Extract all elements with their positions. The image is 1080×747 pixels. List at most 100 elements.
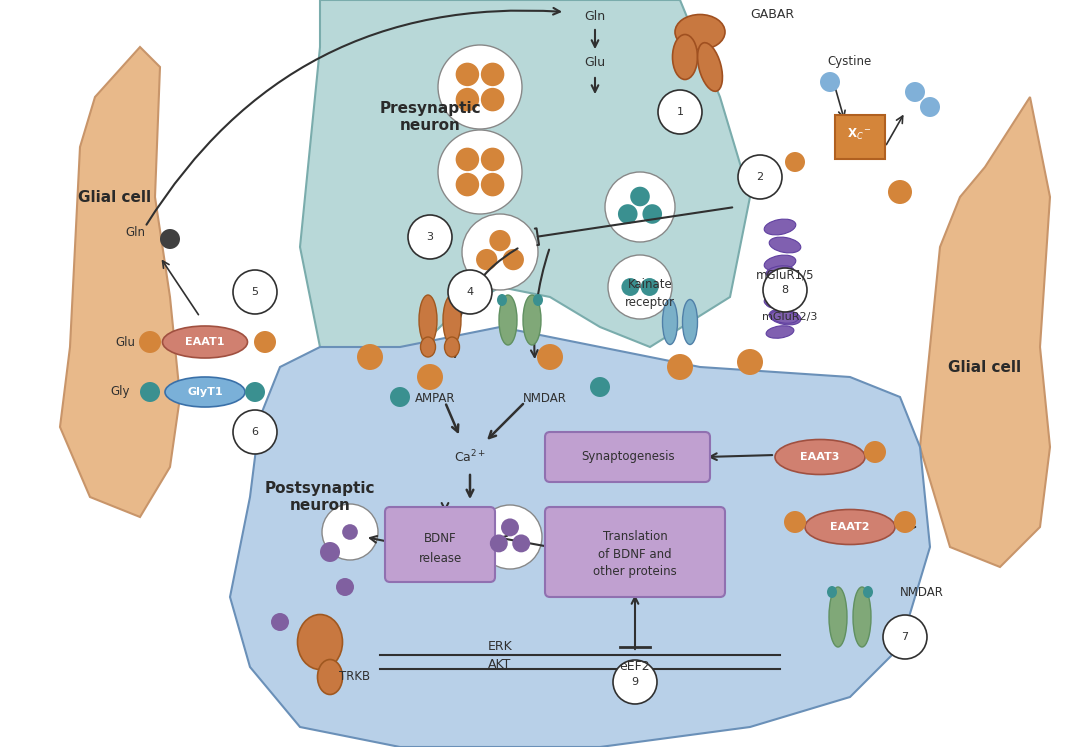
Circle shape [336, 578, 354, 596]
Circle shape [894, 511, 916, 533]
Text: Postsynaptic
neuron: Postsynaptic neuron [265, 481, 375, 513]
Ellipse shape [499, 295, 517, 345]
Circle shape [537, 344, 563, 370]
Circle shape [590, 377, 610, 397]
Circle shape [888, 180, 912, 204]
Circle shape [342, 524, 357, 540]
Circle shape [608, 255, 672, 319]
Ellipse shape [683, 300, 698, 344]
Text: BDNF: BDNF [423, 533, 457, 545]
Circle shape [456, 148, 480, 171]
Circle shape [481, 148, 504, 171]
Text: Gly: Gly [110, 385, 130, 398]
Text: 2: 2 [756, 172, 764, 182]
Ellipse shape [770, 281, 798, 294]
Text: 9: 9 [632, 677, 638, 687]
Ellipse shape [805, 509, 895, 545]
Ellipse shape [297, 615, 342, 669]
Circle shape [864, 441, 886, 463]
Circle shape [658, 90, 702, 134]
Circle shape [489, 230, 511, 251]
Circle shape [140, 382, 160, 402]
Ellipse shape [420, 337, 435, 357]
Text: receptor: receptor [625, 297, 675, 309]
Circle shape [920, 97, 940, 117]
Circle shape [512, 534, 530, 552]
Text: Glial cell: Glial cell [948, 359, 1022, 374]
Text: Presynaptic
neuron: Presynaptic neuron [379, 101, 481, 133]
Text: Glu: Glu [114, 335, 135, 349]
Ellipse shape [698, 43, 723, 91]
Circle shape [502, 249, 524, 270]
FancyBboxPatch shape [545, 432, 710, 482]
Circle shape [501, 518, 519, 536]
Circle shape [738, 155, 782, 199]
Circle shape [390, 387, 410, 407]
Ellipse shape [673, 34, 698, 79]
Text: GABAR: GABAR [750, 8, 794, 22]
Ellipse shape [523, 295, 541, 345]
Circle shape [785, 152, 805, 172]
Text: 5: 5 [252, 287, 258, 297]
Text: 3: 3 [427, 232, 433, 242]
Circle shape [621, 278, 639, 296]
Text: Cystine: Cystine [828, 55, 873, 69]
Ellipse shape [765, 219, 796, 235]
Text: TRKB: TRKB [339, 671, 370, 684]
Circle shape [320, 542, 340, 562]
Circle shape [160, 229, 180, 249]
Ellipse shape [445, 337, 459, 357]
Ellipse shape [770, 311, 798, 323]
Ellipse shape [318, 660, 342, 695]
Text: ERK: ERK [488, 640, 512, 654]
Ellipse shape [853, 587, 870, 647]
Text: release: release [418, 553, 461, 565]
Circle shape [408, 215, 453, 259]
Text: NMDAR: NMDAR [523, 392, 567, 406]
Circle shape [762, 268, 807, 312]
Text: Glu: Glu [584, 55, 606, 69]
Text: eEF2: eEF2 [620, 660, 650, 674]
Circle shape [605, 172, 675, 242]
Ellipse shape [765, 255, 796, 271]
Circle shape [478, 505, 542, 569]
Text: other proteins: other proteins [593, 565, 677, 578]
Circle shape [245, 382, 265, 402]
Ellipse shape [766, 296, 794, 309]
Circle shape [613, 660, 657, 704]
Circle shape [476, 249, 497, 270]
Text: 4: 4 [467, 287, 473, 297]
Text: of BDNF and: of BDNF and [598, 548, 672, 560]
Circle shape [456, 173, 480, 196]
Text: Kainate: Kainate [627, 279, 673, 291]
Ellipse shape [419, 295, 437, 345]
Circle shape [490, 534, 508, 552]
Polygon shape [230, 327, 930, 747]
Ellipse shape [766, 326, 794, 338]
Circle shape [667, 354, 693, 380]
Text: mGluR1/5: mGluR1/5 [756, 268, 814, 282]
Ellipse shape [662, 300, 677, 344]
Text: X$_C$$^-$: X$_C$$^-$ [848, 126, 873, 141]
Ellipse shape [534, 294, 543, 306]
Circle shape [784, 511, 806, 533]
Text: 8: 8 [782, 285, 788, 295]
Circle shape [631, 187, 650, 206]
Circle shape [271, 613, 289, 631]
Text: GlyT1: GlyT1 [187, 387, 222, 397]
Circle shape [481, 173, 504, 196]
Circle shape [481, 88, 504, 111]
Bar [835, 115, 885, 159]
Circle shape [643, 204, 662, 224]
Polygon shape [920, 97, 1050, 567]
Text: 6: 6 [252, 427, 258, 437]
Text: EAAT2: EAAT2 [831, 522, 869, 532]
Circle shape [438, 45, 522, 129]
Ellipse shape [829, 587, 847, 647]
FancyBboxPatch shape [545, 507, 725, 597]
Text: AMPAR: AMPAR [415, 392, 456, 406]
Ellipse shape [162, 326, 247, 358]
Circle shape [417, 364, 443, 390]
Text: NMDAR: NMDAR [900, 586, 944, 598]
Circle shape [233, 270, 276, 314]
